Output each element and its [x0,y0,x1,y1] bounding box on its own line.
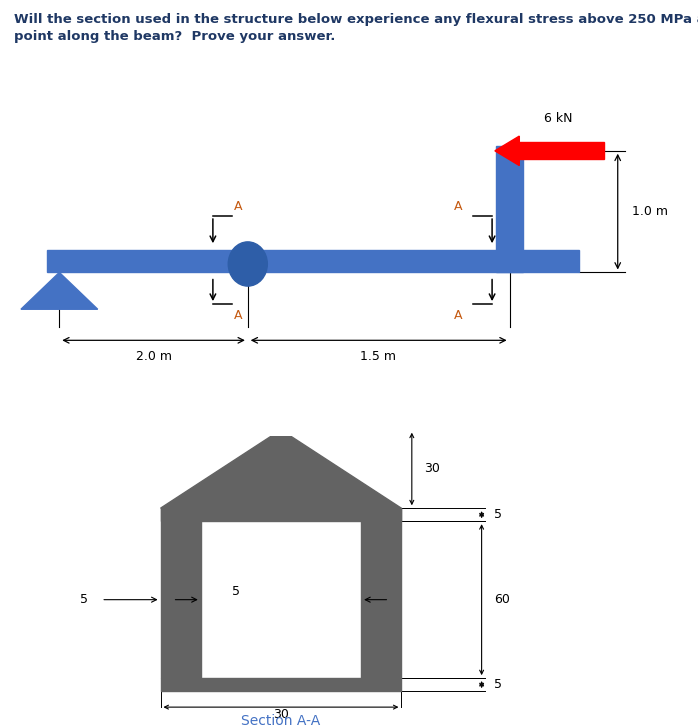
Text: A: A [234,200,242,213]
Bar [513,142,604,159]
Polygon shape [21,272,98,309]
Bar [47,250,510,272]
Text: 1.5 m: 1.5 m [360,351,396,363]
Bar [510,250,579,272]
Text: Section A-A: Section A-A [242,714,320,726]
Polygon shape [495,136,519,166]
Text: 60: 60 [494,593,510,606]
Text: A: A [234,309,242,322]
Text: A: A [454,200,462,213]
Text: 30: 30 [424,462,440,476]
Text: 1.0 m: 1.0 m [632,205,668,218]
Bar [161,508,201,678]
Text: point along the beam?  Prove your answer.: point along the beam? Prove your answer. [14,30,335,44]
Text: 5: 5 [80,593,88,606]
Polygon shape [161,430,401,508]
Text: 30: 30 [273,708,289,721]
Text: 6 kN: 6 kN [544,112,572,125]
Bar [161,508,401,521]
Bar [362,508,401,678]
Text: 5: 5 [494,508,502,521]
Text: A: A [454,309,462,322]
Text: 5: 5 [494,678,502,691]
Text: 2.0 m: 2.0 m [135,351,172,363]
Ellipse shape [228,242,267,286]
Text: 5: 5 [232,584,239,597]
Bar [496,146,523,272]
Text: Will the section used in the structure below experience any flexural stress abov: Will the section used in the structure b… [14,13,698,26]
Bar [161,678,401,691]
